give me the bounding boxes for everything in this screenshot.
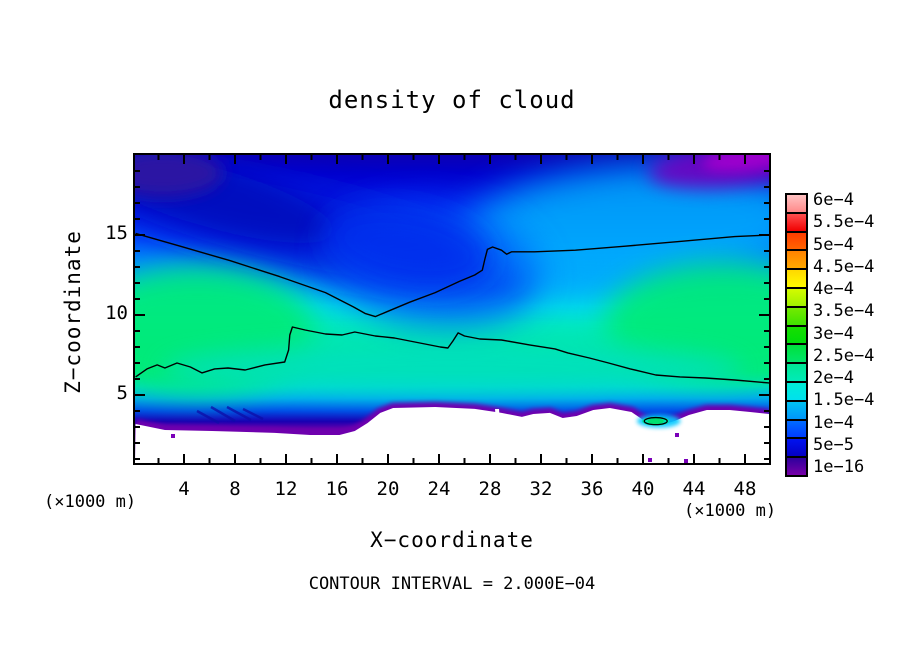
colorbar-tick-label: 1e−4 (813, 412, 854, 433)
colorbar-tick-label: 4e−4 (813, 279, 854, 299)
x-tick-label: 4 (178, 478, 190, 500)
colorbar-cell (787, 380, 806, 400)
x-tick-label: 24 (427, 478, 451, 500)
y-tick-label: 10 (105, 302, 128, 324)
colorbar-tick-label: 3.5e−4 (813, 301, 875, 322)
x-tick-label: 36 (580, 478, 604, 500)
colorbar-cell (787, 305, 806, 325)
colorbar-cell (787, 249, 806, 269)
x-unit-note-left: (×1000 m) (44, 492, 137, 512)
colorbar-tick-label: 6e−4 (813, 190, 854, 210)
x-tick-label: 48 (733, 478, 757, 500)
colorbar-cell (787, 418, 806, 438)
colorbar-tick-label: 1e−16 (813, 457, 865, 477)
colorbar-tick-label: 5e−4 (813, 234, 854, 255)
colorbar-tick-label: 5.5e−4 (813, 212, 875, 233)
colorbar-cell (787, 230, 806, 250)
x-tick-label: 40 (631, 478, 655, 500)
contour-field-canvas (135, 155, 769, 463)
x-tick-label: 44 (682, 478, 706, 500)
chart-title: density of cloud (328, 86, 576, 114)
colorbar-cell (787, 437, 806, 457)
colorbar-tick-label: 2e−4 (813, 368, 854, 388)
colorbar-tick-label: 1.5e−4 (813, 390, 875, 411)
x-tick-label: 20 (376, 478, 400, 500)
y-tick-label: 5 (116, 382, 128, 404)
colorbar-cell (787, 195, 806, 212)
colorbar-cell (787, 456, 806, 475)
colorbar-tick-label: 5e−5 (813, 434, 854, 455)
colorbar-cell (787, 286, 806, 306)
x-tick-label: 32 (529, 478, 553, 500)
colorbar-tick-label: 3e−4 (813, 323, 854, 344)
x-tick-label: 8 (229, 478, 241, 500)
colorbar-cell (787, 324, 806, 344)
x-unit-note-right: (×1000 m) (684, 501, 777, 521)
colorbar-cell (787, 343, 806, 363)
y-axis-label: Z−coordinate (61, 230, 85, 394)
y-axis-label-wrap: Z−coordinate (61, 192, 85, 432)
contour-interval-note: CONTOUR INTERVAL = 2.000E−04 (308, 574, 596, 594)
colorbar-cell (787, 399, 806, 419)
x-tick-label: 12 (274, 478, 298, 500)
plot-area (133, 153, 771, 465)
colorbar-tick-label: 2.5e−4 (813, 345, 875, 366)
colorbar-tick-label: 4.5e−4 (813, 256, 875, 277)
x-axis-label: X−coordinate (370, 528, 534, 552)
x-tick-label: 28 (478, 478, 502, 500)
colorbar (785, 193, 808, 477)
colorbar-cell (787, 268, 806, 287)
colorbar-cell (787, 211, 806, 231)
y-tick-label: 15 (105, 222, 128, 244)
colorbar-cell (787, 362, 806, 381)
x-tick-label: 16 (325, 478, 349, 500)
